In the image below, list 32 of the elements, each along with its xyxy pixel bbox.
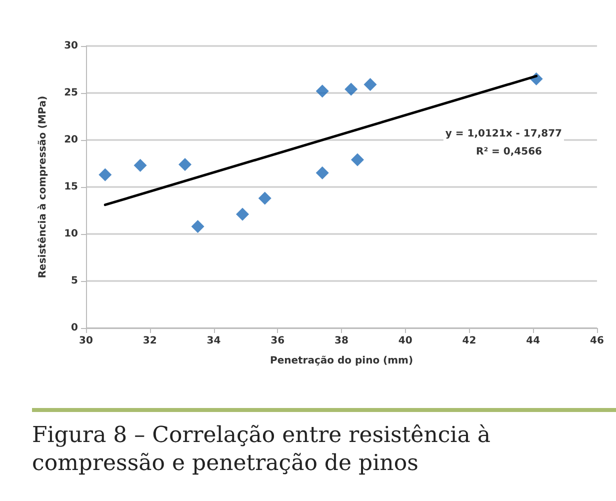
point bbox=[364, 78, 377, 92]
y-tick-label: 15 bbox=[64, 182, 78, 192]
point bbox=[350, 153, 364, 166]
point bbox=[316, 166, 329, 180]
point bbox=[134, 158, 147, 172]
y-tick-label: 20 bbox=[64, 134, 78, 146]
y-tick-label: 0 bbox=[71, 322, 78, 334]
y-tick-label: 5 bbox=[71, 276, 78, 286]
y-tick-label: 25 bbox=[64, 88, 78, 98]
x-tick-label: 32 bbox=[142, 336, 157, 346]
x-tick-label: 42 bbox=[462, 336, 476, 346]
point bbox=[316, 84, 329, 98]
point bbox=[258, 192, 272, 205]
x-tick-label: 40 bbox=[398, 336, 412, 346]
x-axis-title: Penetração do pino (mm) bbox=[270, 356, 414, 366]
y-tick-label: 30 bbox=[64, 40, 78, 52]
x-tick-label: 38 bbox=[334, 336, 348, 346]
annotation: y = 1,0121x - 17,877 bbox=[445, 128, 562, 140]
x-tick-label: 34 bbox=[206, 336, 221, 346]
point bbox=[98, 168, 112, 182]
point bbox=[178, 158, 192, 171]
y-tick-label: 10 bbox=[64, 228, 78, 240]
x-tick-label: 46 bbox=[590, 336, 604, 346]
point bbox=[344, 82, 358, 96]
point bbox=[236, 208, 249, 221]
x-tick-label: 36 bbox=[270, 336, 285, 346]
annotation: R² = 0,4566 bbox=[476, 146, 542, 158]
x-tick-label: 44 bbox=[526, 336, 540, 346]
x-tick-label: 30 bbox=[79, 336, 93, 346]
text: Figura 8 – Correlação entre resistência à compressão e penetração de pinos bbox=[32, 422, 492, 478]
point bbox=[191, 220, 204, 233]
y-axis-title: Resistência à compressão (MPa) bbox=[38, 96, 48, 278]
